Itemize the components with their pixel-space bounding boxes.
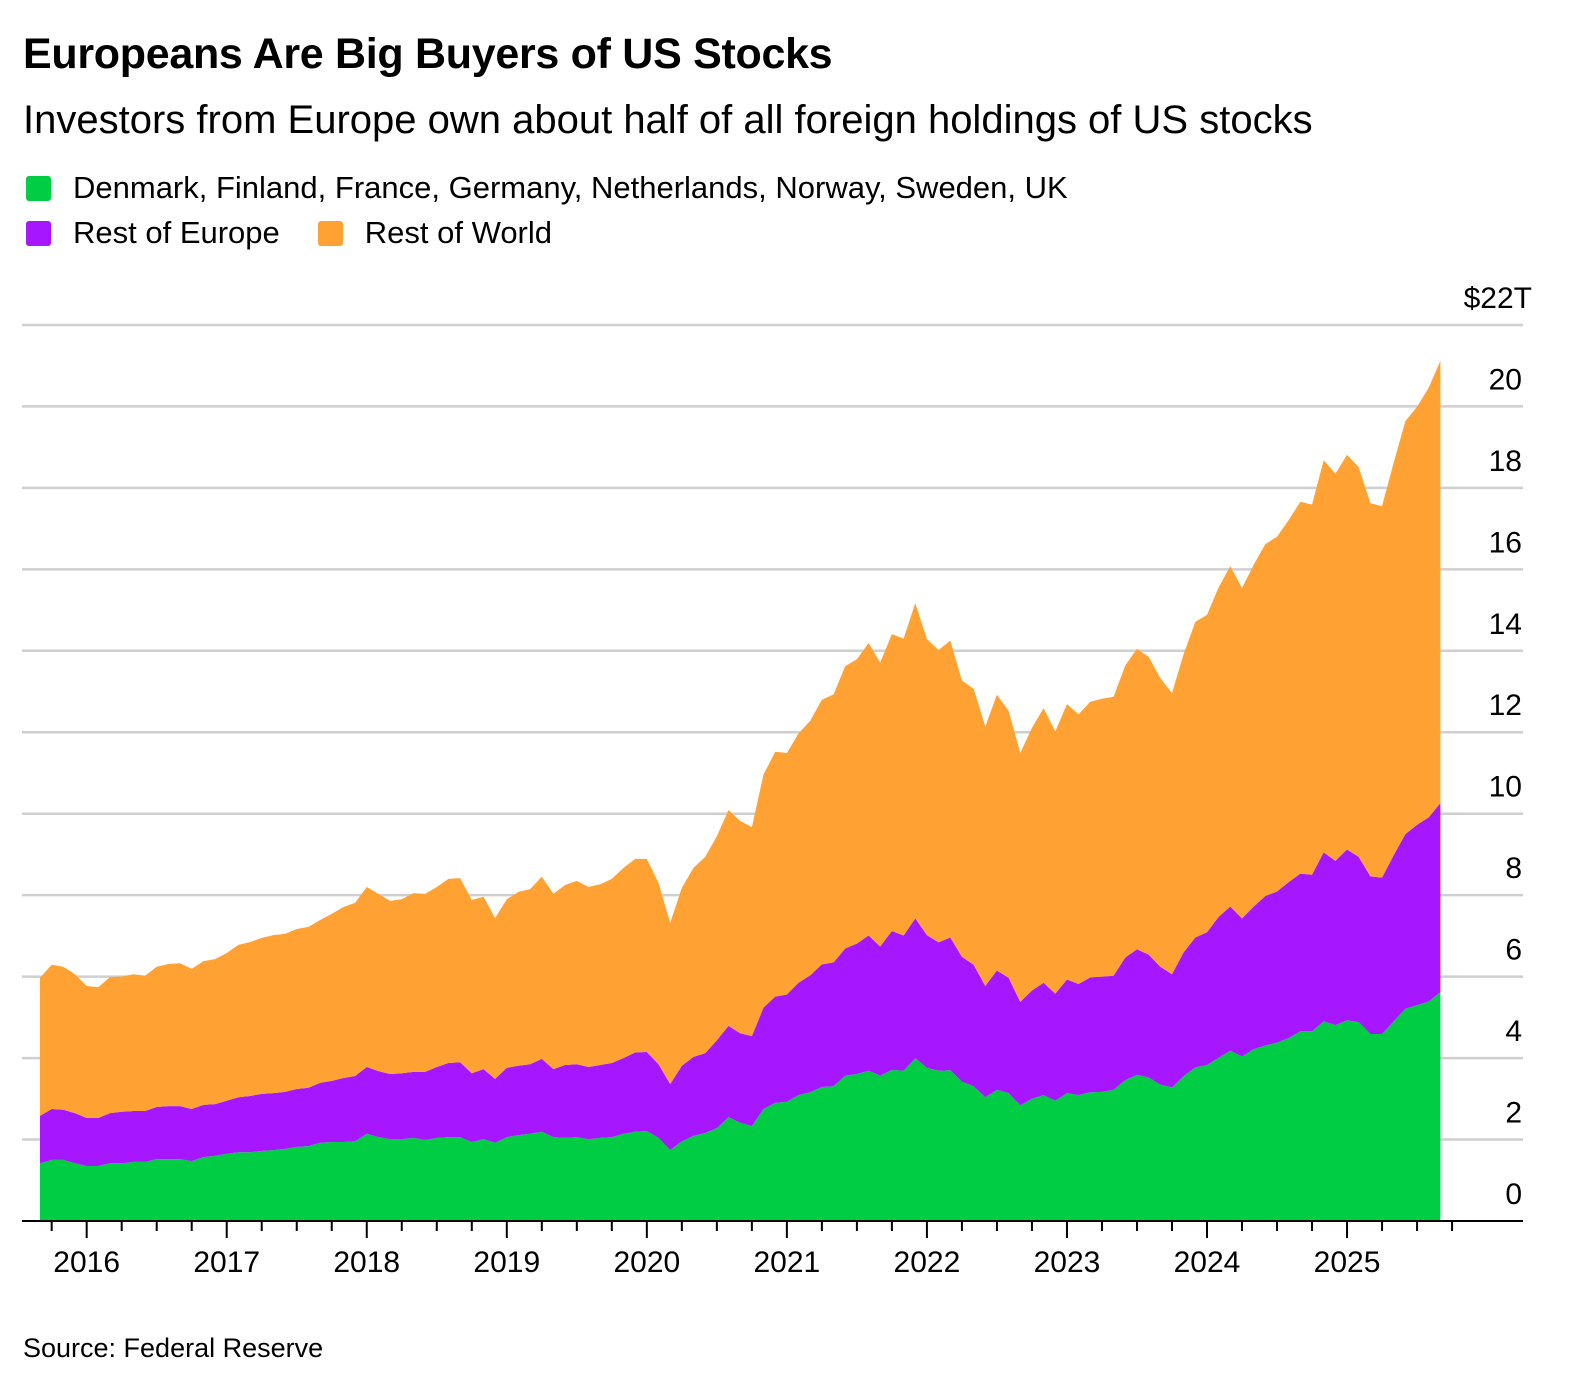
legend-label: Rest of World [364,215,553,250]
y-axis-labels: 0 2 4 6 8 10 12 14 16 18 20 $22T [1464,282,1532,1211]
legend-swatch-purple [26,220,51,246]
x-tick-label: 2022 [894,1246,961,1279]
legend-item-rest-of-world: Rest of World [317,215,553,251]
y-tick-label: 6 [1505,934,1522,967]
x-axis: 2016 2017 2018 2019 2020 2021 2022 2023 2024 2025 [22,1220,1523,1279]
x-tick-label: 2020 [613,1246,680,1279]
legend-label: Rest of Europe [73,215,280,250]
y-tick-label: 10 [1489,771,1522,804]
legend-label: Denmark, Finland, France, Germany, Nethe… [73,170,1068,205]
y-tick-label: 4 [1505,1015,1522,1048]
series-areas [40,360,1441,1221]
legend-item-rest-of-europe: Rest of Europe [26,215,280,251]
legend-swatch-green [26,175,51,201]
chart-title: Europeans Are Big Buyers of US Stocks [23,30,833,78]
x-tick-label: 2024 [1174,1246,1241,1279]
legend-row-1: Denmark, Finland, France, Germany, Nethe… [26,170,1106,206]
y-tick-label: 16 [1489,526,1522,559]
area-series-2 [40,360,1441,1118]
source-note: Source: Federal Reserve [23,1333,324,1363]
x-tick-label: 2016 [53,1246,120,1279]
x-tick-label: 2025 [1314,1246,1381,1279]
x-tick-label: 2019 [473,1246,540,1279]
area-series-0 [40,992,1441,1221]
y-tick-label: 18 [1489,445,1522,478]
y-tick-label: 0 [1505,1178,1522,1211]
legend-row-2: Rest of Europe Rest of World [26,215,590,251]
y-tick-label: 20 [1489,363,1522,396]
y-tick-label: 14 [1489,608,1522,641]
chart-subtitle: Investors from Europe own about half of … [23,98,1313,142]
y-tick-label: 8 [1505,852,1522,885]
x-tick-label: 2023 [1034,1246,1101,1279]
legend-swatch-orange [317,220,343,246]
x-tick-label: 2021 [754,1246,821,1279]
x-tick-label: 2017 [193,1246,260,1279]
legend-item-core-europe: Denmark, Finland, France, Germany, Nethe… [26,170,1068,206]
y-tick-label: 12 [1489,689,1522,722]
y-tick-label: $22T [1464,282,1532,315]
x-tick-label: 2018 [333,1246,400,1279]
y-tick-label: 2 [1505,1097,1522,1130]
area-series-1 [40,803,1441,1166]
